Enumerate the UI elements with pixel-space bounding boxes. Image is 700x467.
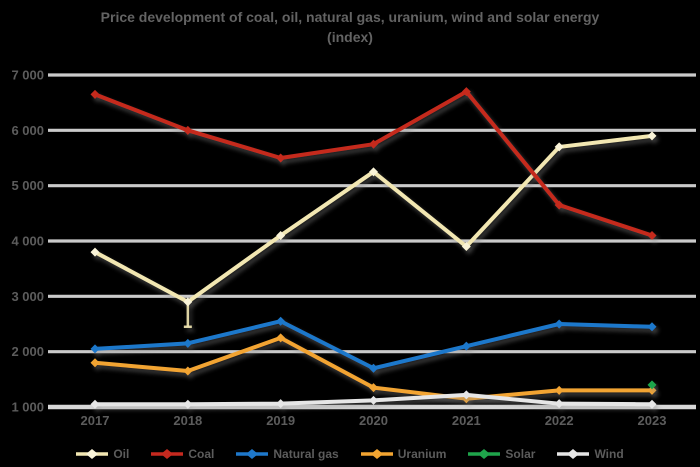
legend-marker-icon [151, 449, 184, 459]
data-point-marker [90, 89, 100, 99]
data-point-marker [647, 230, 657, 240]
data-point-marker [461, 341, 471, 351]
y-axis-label: 7 000 [11, 68, 44, 83]
x-axis-label: 2022 [545, 413, 574, 428]
y-axis-label: 6 000 [11, 123, 44, 138]
legend-label: Wind [594, 447, 624, 461]
data-point-marker [647, 399, 657, 409]
legend-item-uranium: Uranium [360, 447, 447, 461]
data-point-marker [90, 358, 100, 368]
data-point-marker [554, 399, 564, 409]
series-wind [90, 390, 657, 409]
y-axis-label: 5 000 [11, 178, 44, 193]
data-point-marker [276, 333, 286, 343]
x-axis-label: 2019 [266, 413, 295, 428]
x-axis-label: 2021 [452, 413, 481, 428]
legend-marker-icon [468, 449, 501, 459]
data-point-marker [276, 316, 286, 326]
data-point-marker [90, 344, 100, 354]
chart-title-line2: (index) [327, 29, 373, 45]
y-axis-label: 3 000 [11, 289, 44, 304]
data-point-marker [276, 399, 286, 409]
legend-item-solar: Solar [468, 447, 535, 461]
legend-item-coal: Coal [151, 447, 214, 461]
legend-marker-icon [76, 449, 109, 459]
data-point-marker [90, 247, 100, 257]
legend-marker-icon [236, 449, 269, 459]
legend-label: Natural gas [273, 447, 339, 461]
series-natural-gas [90, 316, 657, 373]
data-point-marker [647, 322, 657, 332]
legend-label: Solar [505, 447, 536, 461]
data-point-marker [647, 385, 657, 395]
legend-item-natural-gas: Natural gas [236, 447, 339, 461]
legend-label: Uranium [397, 447, 447, 461]
series-oil [90, 131, 657, 329]
data-point-marker [183, 338, 193, 348]
y-axis-label: 2 000 [11, 344, 44, 359]
x-axis-label: 2018 [173, 413, 202, 428]
data-point-marker [461, 87, 471, 97]
series-line [93, 89, 654, 238]
data-point-marker [647, 380, 657, 390]
data-point-marker [647, 131, 657, 141]
series-solar [647, 380, 657, 390]
data-point-marker [554, 319, 564, 329]
data-point-marker [461, 390, 471, 400]
legend-marker-icon [360, 449, 393, 459]
data-point-marker [90, 399, 100, 409]
y-axis-label: 1 000 [11, 400, 44, 415]
data-point-marker [369, 395, 378, 405]
data-point-marker [461, 242, 471, 252]
data-point-marker [554, 385, 564, 395]
data-point-marker [369, 167, 378, 177]
chart-title: Price development of coal, oil, natural … [0, 7, 700, 47]
chart-title-line1: Price development of coal, oil, natural … [100, 9, 600, 25]
data-point-marker [369, 383, 378, 393]
series-line [93, 319, 654, 371]
series-coal [90, 87, 657, 240]
x-axis-label: 2017 [81, 413, 110, 428]
data-point-marker [183, 125, 193, 135]
data-point-marker [554, 142, 564, 152]
x-axis-label: 2023 [638, 413, 667, 428]
x-axis-label: 2020 [359, 413, 388, 428]
series-line [93, 133, 654, 304]
data-point-marker [369, 363, 378, 373]
chart-legend: Oil Coal Natural gas Uranium Solar Wind [0, 447, 700, 461]
data-point-marker [183, 399, 193, 409]
legend-marker-icon [557, 449, 590, 459]
data-point-marker [369, 139, 378, 149]
y-axis-label: 4 000 [11, 234, 44, 249]
data-point-marker [183, 297, 193, 307]
data-point-marker [183, 366, 193, 376]
legend-label: Coal [188, 447, 215, 461]
legend-label: Oil [113, 447, 130, 461]
data-point-marker [276, 230, 286, 240]
legend-item-oil: Oil [76, 447, 129, 461]
data-point-marker [554, 200, 564, 210]
data-point-marker [276, 153, 286, 163]
legend-item-wind: Wind [557, 447, 624, 461]
